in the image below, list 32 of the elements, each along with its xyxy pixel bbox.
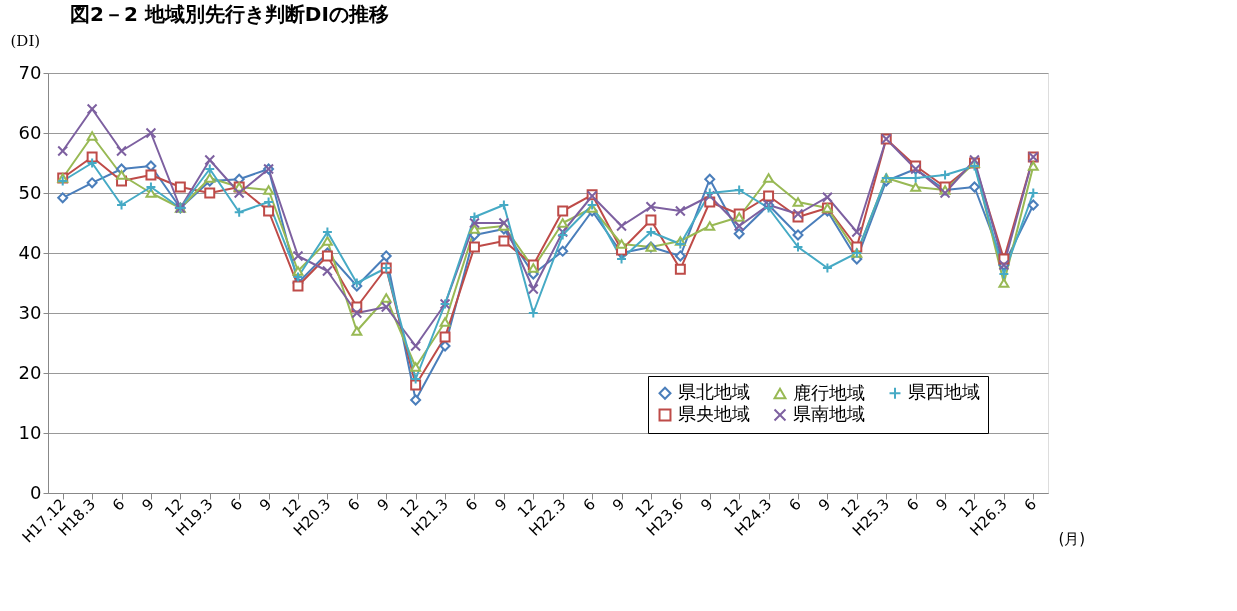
- x-tick-label: 6: [1020, 495, 1041, 515]
- y-tick-label: 10: [18, 421, 42, 443]
- x-tick-label: 9: [608, 495, 629, 515]
- legend-label: 県西地域: [908, 381, 980, 403]
- x-tick-label: 9: [491, 495, 511, 515]
- x-tick-label: 6: [461, 495, 482, 515]
- x-tick-label: 6: [108, 495, 129, 515]
- x-tick-label: 6: [226, 495, 247, 515]
- legend-label: 県央地域: [678, 403, 750, 424]
- chart-title: 図2－2 地域別先行き判断DIの推移: [70, 2, 389, 26]
- x-tick-label: 6: [785, 495, 805, 515]
- y-tick-label: 0: [30, 481, 42, 503]
- y-tick-label: 70: [18, 61, 42, 83]
- y-axis-title: (DI): [10, 31, 41, 50]
- legend-label: 県南地域: [793, 403, 865, 424]
- y-tick-label: 20: [18, 361, 42, 383]
- x-tick-label: 6: [579, 495, 599, 515]
- x-tick-label: 9: [814, 495, 835, 515]
- y-tick-label: 60: [18, 121, 42, 143]
- legend-label: 鹿行地域: [793, 381, 865, 403]
- x-tick-label: 6: [344, 495, 364, 515]
- x-tick-label: 9: [697, 495, 717, 515]
- y-tick-label: 40: [18, 241, 42, 263]
- x-tick-label: 9: [373, 495, 394, 515]
- legend-label: 県北地域: [678, 381, 750, 403]
- x-tick-label: 9: [255, 495, 276, 515]
- y-tick-label: 30: [18, 301, 42, 323]
- x-tick-label: 9: [138, 495, 158, 515]
- x-axis-title: (月): [1058, 529, 1086, 548]
- x-tick-label: 6: [903, 495, 923, 515]
- y-tick-label: 50: [18, 181, 42, 203]
- x-tick-label: 9: [932, 495, 952, 515]
